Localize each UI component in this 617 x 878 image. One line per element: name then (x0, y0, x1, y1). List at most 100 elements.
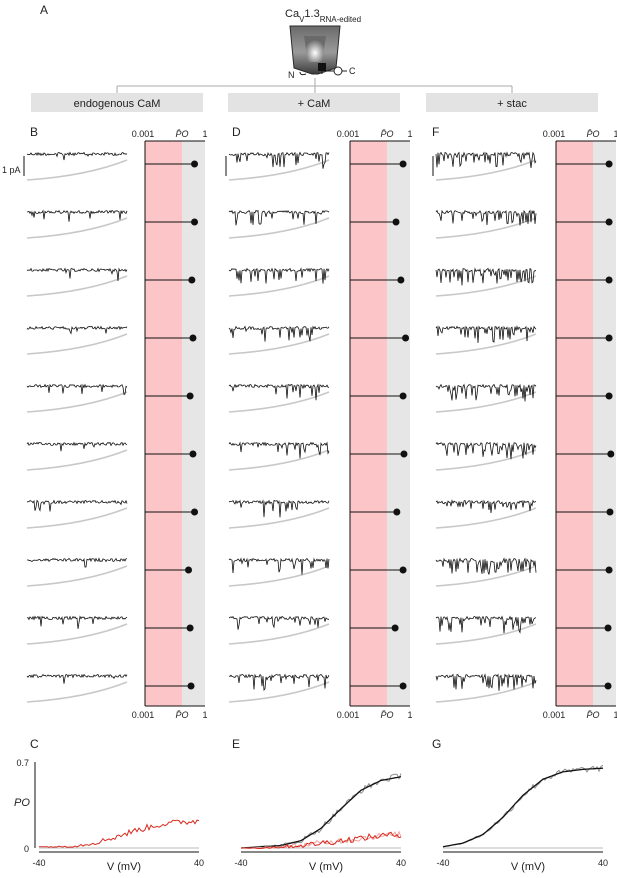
sweep-trace-d-10 (228, 673, 330, 692)
sweep-trace-f-10 (435, 673, 537, 691)
header-bar-cam (228, 93, 400, 112)
iv-series-e-red-3 (241, 831, 402, 849)
iv-series-g-gray-0 (442, 764, 604, 848)
po-xlabel-bottom-f: P̄O (586, 710, 599, 720)
ramp-trace-f-10 (435, 681, 537, 703)
iv-x-tick-g-0: -40 (436, 858, 449, 868)
sweep-trace-b-5 (26, 383, 128, 396)
sweep-trace-b-8 (26, 557, 128, 568)
panel-letter-d: D (232, 125, 241, 139)
sweep-traces (23, 151, 537, 703)
po-point-b-8 (185, 566, 193, 574)
po-point-d-10 (399, 682, 407, 690)
channel-title: CaV1.3RNA-edited (285, 8, 361, 24)
po-tick-min-bottom-d: 0.001 (337, 710, 360, 720)
po-point-f-1 (605, 160, 613, 168)
ramp-trace-f-9 (435, 623, 537, 645)
ramp-trace-f-2 (435, 217, 537, 239)
sweep-trace-f-2 (435, 209, 537, 226)
sweep-trace-b-4 (26, 325, 128, 335)
po-point-f-9 (604, 624, 612, 632)
panel-letter-e: E (232, 737, 240, 751)
po-tick-max-top-d: 1 (407, 129, 412, 139)
iv-xlabel-e: V (mV) (309, 861, 343, 873)
header-plus-cam: + CaM (298, 98, 331, 110)
ramp-trace-d-10 (228, 681, 330, 703)
po-point-f-6 (607, 450, 615, 458)
iv-series-c-red-0 (39, 819, 200, 848)
ramp-trace-b-8 (26, 565, 128, 587)
panel-letter-g: G (432, 737, 441, 751)
po-xlabel-top-b: P̄O (175, 129, 188, 139)
sweep-trace-b-10 (26, 673, 128, 684)
ramp-trace-d-5 (228, 391, 330, 413)
iv-series-e-gray-0 (240, 773, 402, 849)
po-point-d-4 (402, 334, 410, 342)
sweep-trace-d-4 (228, 325, 330, 342)
header-bar-endogenous (31, 93, 203, 112)
sweep-trace-d-8 (228, 557, 330, 575)
po-gray-band-f (593, 141, 616, 706)
channel-title-rest: 1.3 (304, 8, 319, 20)
sweep-trace-b-2 (26, 209, 128, 222)
ramp-trace-d-2 (228, 217, 330, 239)
po-xlabel-top-d: P̄O (380, 129, 393, 139)
po-point-b-5 (186, 392, 194, 400)
iv-x-tick-g-1: 40 (598, 858, 608, 868)
po-gray-band-d (387, 141, 410, 706)
po-point-b-2 (191, 218, 199, 226)
po-point-b-6 (189, 450, 197, 458)
iv-xlabel-c: V (mV) (107, 861, 141, 873)
ramp-trace-b-7 (26, 507, 128, 529)
po-voltage-panels: 0 0.7 PO -40 40 V (mV) -40 40 V (mV) -40 40 V (mV) (14, 758, 608, 873)
ramp-trace-b-10 (26, 681, 128, 703)
po-tick-min-top-d: 0.001 (337, 129, 360, 139)
ramp-trace-f-6 (435, 449, 537, 471)
ramp-trace-d-4 (228, 333, 330, 355)
iv-y-tick-c-1: 0.7 (16, 758, 29, 768)
po-point-d-5 (399, 392, 407, 400)
po-point-f-8 (605, 566, 613, 574)
sweep-trace-d-3 (228, 267, 330, 284)
po-point-f-4 (605, 334, 613, 342)
ramp-trace-b-3 (26, 275, 128, 297)
po-point-b-3 (188, 276, 196, 284)
iv-x-tick-e-1: 40 (396, 858, 406, 868)
sweep-trace-d-6 (228, 441, 330, 459)
ramp-trace-f-3 (435, 275, 537, 297)
po-point-d-2 (392, 218, 400, 226)
ramp-trace-d-6 (228, 449, 330, 471)
panel-letter-f: F (432, 125, 439, 139)
ramp-trace-b-5 (26, 391, 128, 413)
sweep-trace-f-8 (435, 557, 537, 575)
sweep-trace-d-5 (228, 383, 330, 401)
po-tick-max-bottom-f: 1 (613, 710, 617, 720)
sweep-trace-f-1 (435, 151, 537, 168)
po-xlabel-bottom-b: P̄O (175, 710, 188, 720)
po-point-b-9 (186, 624, 194, 632)
c-terminus-label: C (349, 66, 356, 76)
po-point-f-7 (606, 508, 614, 516)
iv-y-tick-c-0: 0 (24, 844, 29, 854)
channel-title-sub-v: V (299, 15, 305, 24)
po-tick-min-top-f: 0.001 (543, 129, 566, 139)
sweep-trace-f-7 (435, 499, 537, 514)
po-tick-min-bottom-b: 0.001 (132, 710, 155, 720)
po-xlabel-top-f: P̄O (586, 129, 599, 139)
sweep-trace-f-3 (435, 267, 537, 286)
po-point-f-3 (605, 276, 613, 284)
sweep-trace-f-6 (435, 441, 537, 460)
ramp-trace-f-8 (435, 565, 537, 587)
po-point-d-9 (391, 624, 399, 632)
sweep-trace-b-1 (26, 151, 128, 161)
sweep-trace-b-9 (26, 615, 128, 629)
sweep-trace-d-9 (228, 615, 329, 630)
panel-letter-b: B (30, 125, 38, 139)
ramp-trace-d-3 (228, 275, 330, 297)
po-point-b-1 (191, 160, 199, 168)
ramp-trace-b-9 (26, 623, 128, 645)
po-point-f-2 (605, 218, 613, 226)
ramp-trace-b-2 (26, 217, 128, 239)
po-point-f-10 (604, 682, 612, 690)
po-gray-band-b (182, 141, 205, 706)
